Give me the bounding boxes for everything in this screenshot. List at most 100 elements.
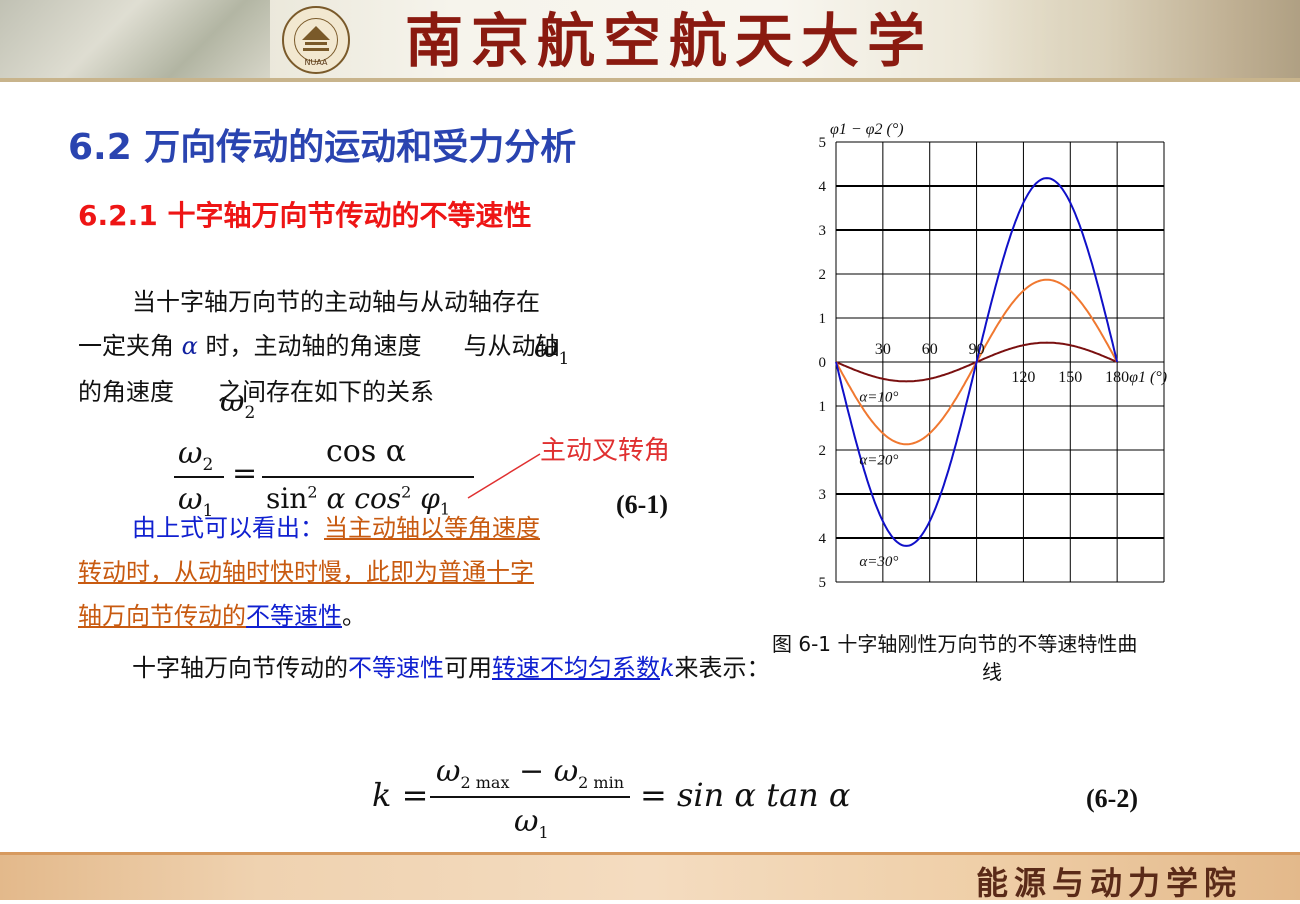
para3-text: 来表示： [674, 654, 771, 682]
para1-line1: 当十字轴万向节的主动轴与从动轴存在 [132, 288, 540, 316]
nonuniform-speed-link[interactable]: 不等速性 [246, 602, 342, 630]
eq1-rhs-denominator: sin2 α cos2 φ1 [266, 482, 450, 519]
y-tick-label: 1 [819, 311, 827, 327]
figure-caption: 图 6-1 十字轴刚性万向节的不等速特性曲 线 [772, 628, 1222, 684]
eq2-label: (6-2) [1086, 784, 1138, 813]
para2-lead: 由上式可以看出： [132, 514, 324, 542]
omega1-char: ω [534, 330, 559, 365]
para2-line1: 由上式可以看出：当主动轴以等角速度 [132, 508, 540, 543]
para1-text: 一定夹角 [78, 332, 174, 360]
eq2-denominator: ω1 [514, 804, 549, 842]
eq1-lhs-denominator: ω1 [178, 482, 213, 521]
y-tick-label: 3 [819, 223, 827, 239]
campus-photo-right [970, 0, 1300, 82]
sin-text: sin [266, 482, 308, 515]
para3: 十字轴万向节传动的不等速性可用转速不均匀系数k来表示： [132, 648, 771, 683]
y-axis-label: φ1 − φ2 (°) [830, 121, 904, 138]
eq1-lhs-fraction-bar [174, 476, 224, 478]
sup: 2 [401, 482, 412, 502]
para1-text: 与从动轴 [463, 332, 560, 360]
omega1-symbol: ω1 [534, 330, 569, 369]
sub: 1 [538, 823, 549, 842]
seal-roof [302, 26, 330, 40]
seal-bar [303, 48, 329, 51]
para1-line3: 的角速度 之间存在如下的关系 [78, 372, 434, 407]
omega-char: ω [553, 754, 579, 789]
section-subtitle: 6.2.1 十字轴万向节传动的不等速性 [78, 199, 532, 232]
x-tick-label: 180 [1105, 369, 1129, 386]
series-label: α=30° [859, 554, 898, 570]
eq2-fraction-bar [430, 796, 630, 798]
eq1-label: (6-1) [616, 490, 668, 519]
seal-abbr: NUAA [304, 58, 328, 67]
y-tick-label: 4 [819, 531, 827, 547]
omega2-char: ω [220, 384, 245, 419]
annotation-input-fork-angle: 主动叉转角 [540, 436, 671, 466]
sub: 2 [202, 455, 214, 475]
para1-text: 之间存在如下的关系 [218, 378, 434, 406]
para1-text: 的角速度 [78, 378, 174, 406]
eq1-rhs-fraction-bar [262, 476, 474, 478]
phi-char: φ [420, 482, 440, 515]
footer-banner: 能源与动力学院 [0, 852, 1300, 902]
omega-char: ω [178, 482, 203, 517]
eq2-lhs: k = [372, 776, 429, 814]
header-banner: NUAA 南京航空航天大学 [0, 0, 1300, 82]
para1-text: 时，主动轴的角速度 [205, 332, 422, 360]
sup: 2 [307, 482, 318, 502]
eq1-equals: = [232, 456, 258, 491]
para3-text: 十字轴万向节传动的 [132, 654, 348, 682]
university-seal-icon: NUAA [282, 6, 350, 74]
x-tick-label: 60 [922, 341, 938, 358]
eq1-rhs-numerator: cos α [326, 434, 407, 469]
footer-divider [0, 852, 1300, 855]
chart-curves [835, 177, 1119, 547]
para1-line2: 一定夹角 α 时，主动轴的角速度 与从动轴 [78, 326, 560, 361]
x-tick-label: 30 [875, 341, 891, 358]
period: 。 [342, 602, 366, 630]
annotation-leader-line [467, 453, 541, 499]
series-line [835, 177, 1119, 547]
para2-line3: 轴万向节传动的不等速性。 [78, 596, 366, 631]
alpha-symbol: α [181, 332, 198, 360]
y-tick-label: 5 [819, 135, 827, 151]
seal-inner-ring [294, 18, 338, 62]
sub: 2 max [460, 773, 510, 792]
seal-bar [305, 42, 327, 45]
y-tick-label: 5 [819, 575, 827, 591]
college-name: 能源与动力学院 [975, 864, 1242, 902]
para2-highlight: 轴万向节传动的 [78, 602, 246, 630]
speed-coefficient-link[interactable]: 转速不均匀系数 [492, 654, 660, 682]
omega-char: ω [436, 754, 461, 789]
para2-line2: 转动时，从动轴时快时慢，此即为普通十字 [78, 558, 534, 586]
campus-photo-left [0, 0, 270, 82]
chart-grid [835, 141, 1165, 583]
university-name: 南京航空航天大学 [405, 7, 934, 75]
y-tick-label: 2 [819, 267, 827, 283]
x-tick-label: 120 [1011, 369, 1035, 386]
caption-line1: 图 6-1 十字轴刚性万向节的不等速特性曲 [772, 632, 1138, 656]
omega-char: ω [178, 436, 203, 471]
minus: − [509, 754, 554, 789]
sub: 1 [439, 499, 451, 519]
section-title: 6.2 万向传动的运动和受力分析 [68, 127, 577, 168]
x-tick-label: 90 [969, 341, 985, 358]
nonuniform-speed-chart: 5 4 3 2 1 0 1 2 3 4 5 30 60 90 120 150 180 φ1 − φ2 (°) φ1 … [819, 121, 1168, 591]
leader-line [467, 453, 541, 499]
cos-text: α cos [326, 482, 402, 515]
para2-highlight: 当主动轴以等角速度 [324, 514, 540, 542]
para3-text: 可用 [444, 654, 492, 682]
sub: 2 min [578, 773, 625, 792]
k-symbol: k [660, 654, 675, 682]
eq2-numerator: ω2 max − ω2 min [436, 754, 624, 792]
x-tick-label: 150 [1058, 369, 1082, 386]
x-axis-label: φ1 (°) [1129, 369, 1167, 386]
eq2-rhs: = sin α tan α [640, 776, 851, 814]
omega2-sub: 2 [244, 403, 256, 423]
para3-term: 不等速性 [348, 654, 444, 682]
y-tick-label: 0 [819, 355, 827, 371]
omega1-sub: 1 [558, 349, 570, 369]
header-divider [0, 78, 1300, 82]
sub: 1 [202, 501, 214, 521]
omega-char: ω [514, 804, 539, 839]
